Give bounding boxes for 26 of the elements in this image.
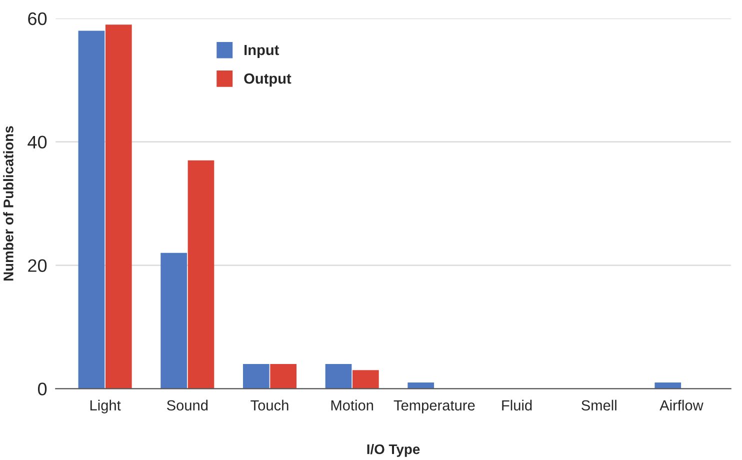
y-tick-label: 0 (38, 382, 47, 396)
bar (654, 382, 682, 389)
bar (270, 364, 297, 389)
x-tick-label: Sound (166, 400, 208, 411)
x-tick-label: Temperature (394, 400, 475, 414)
bar (105, 24, 132, 389)
x-tick-label: Fluid (502, 400, 532, 411)
y-tick-label: 60 (28, 12, 47, 26)
bar (408, 382, 434, 389)
y-tick-label: 20 (28, 259, 47, 272)
bar (188, 160, 214, 389)
y-axis-title: Number of Publications (3, 126, 14, 281)
legend-label: Output (244, 73, 292, 87)
x-tick-label: Touch (250, 400, 288, 411)
bar (78, 30, 105, 389)
x-tick-label: Light (90, 400, 121, 414)
legend-label: Input (244, 44, 280, 58)
bar (352, 370, 379, 389)
bar (325, 364, 352, 389)
bar (242, 364, 270, 389)
y-tick-label: 40 (28, 136, 47, 149)
x-tick-label: Smell (582, 400, 616, 411)
x-tick-label: Motion (331, 400, 374, 411)
bar (160, 252, 187, 389)
x-axis-title: I/O Type (367, 444, 420, 457)
x-tick-label: Airflow (660, 400, 704, 411)
